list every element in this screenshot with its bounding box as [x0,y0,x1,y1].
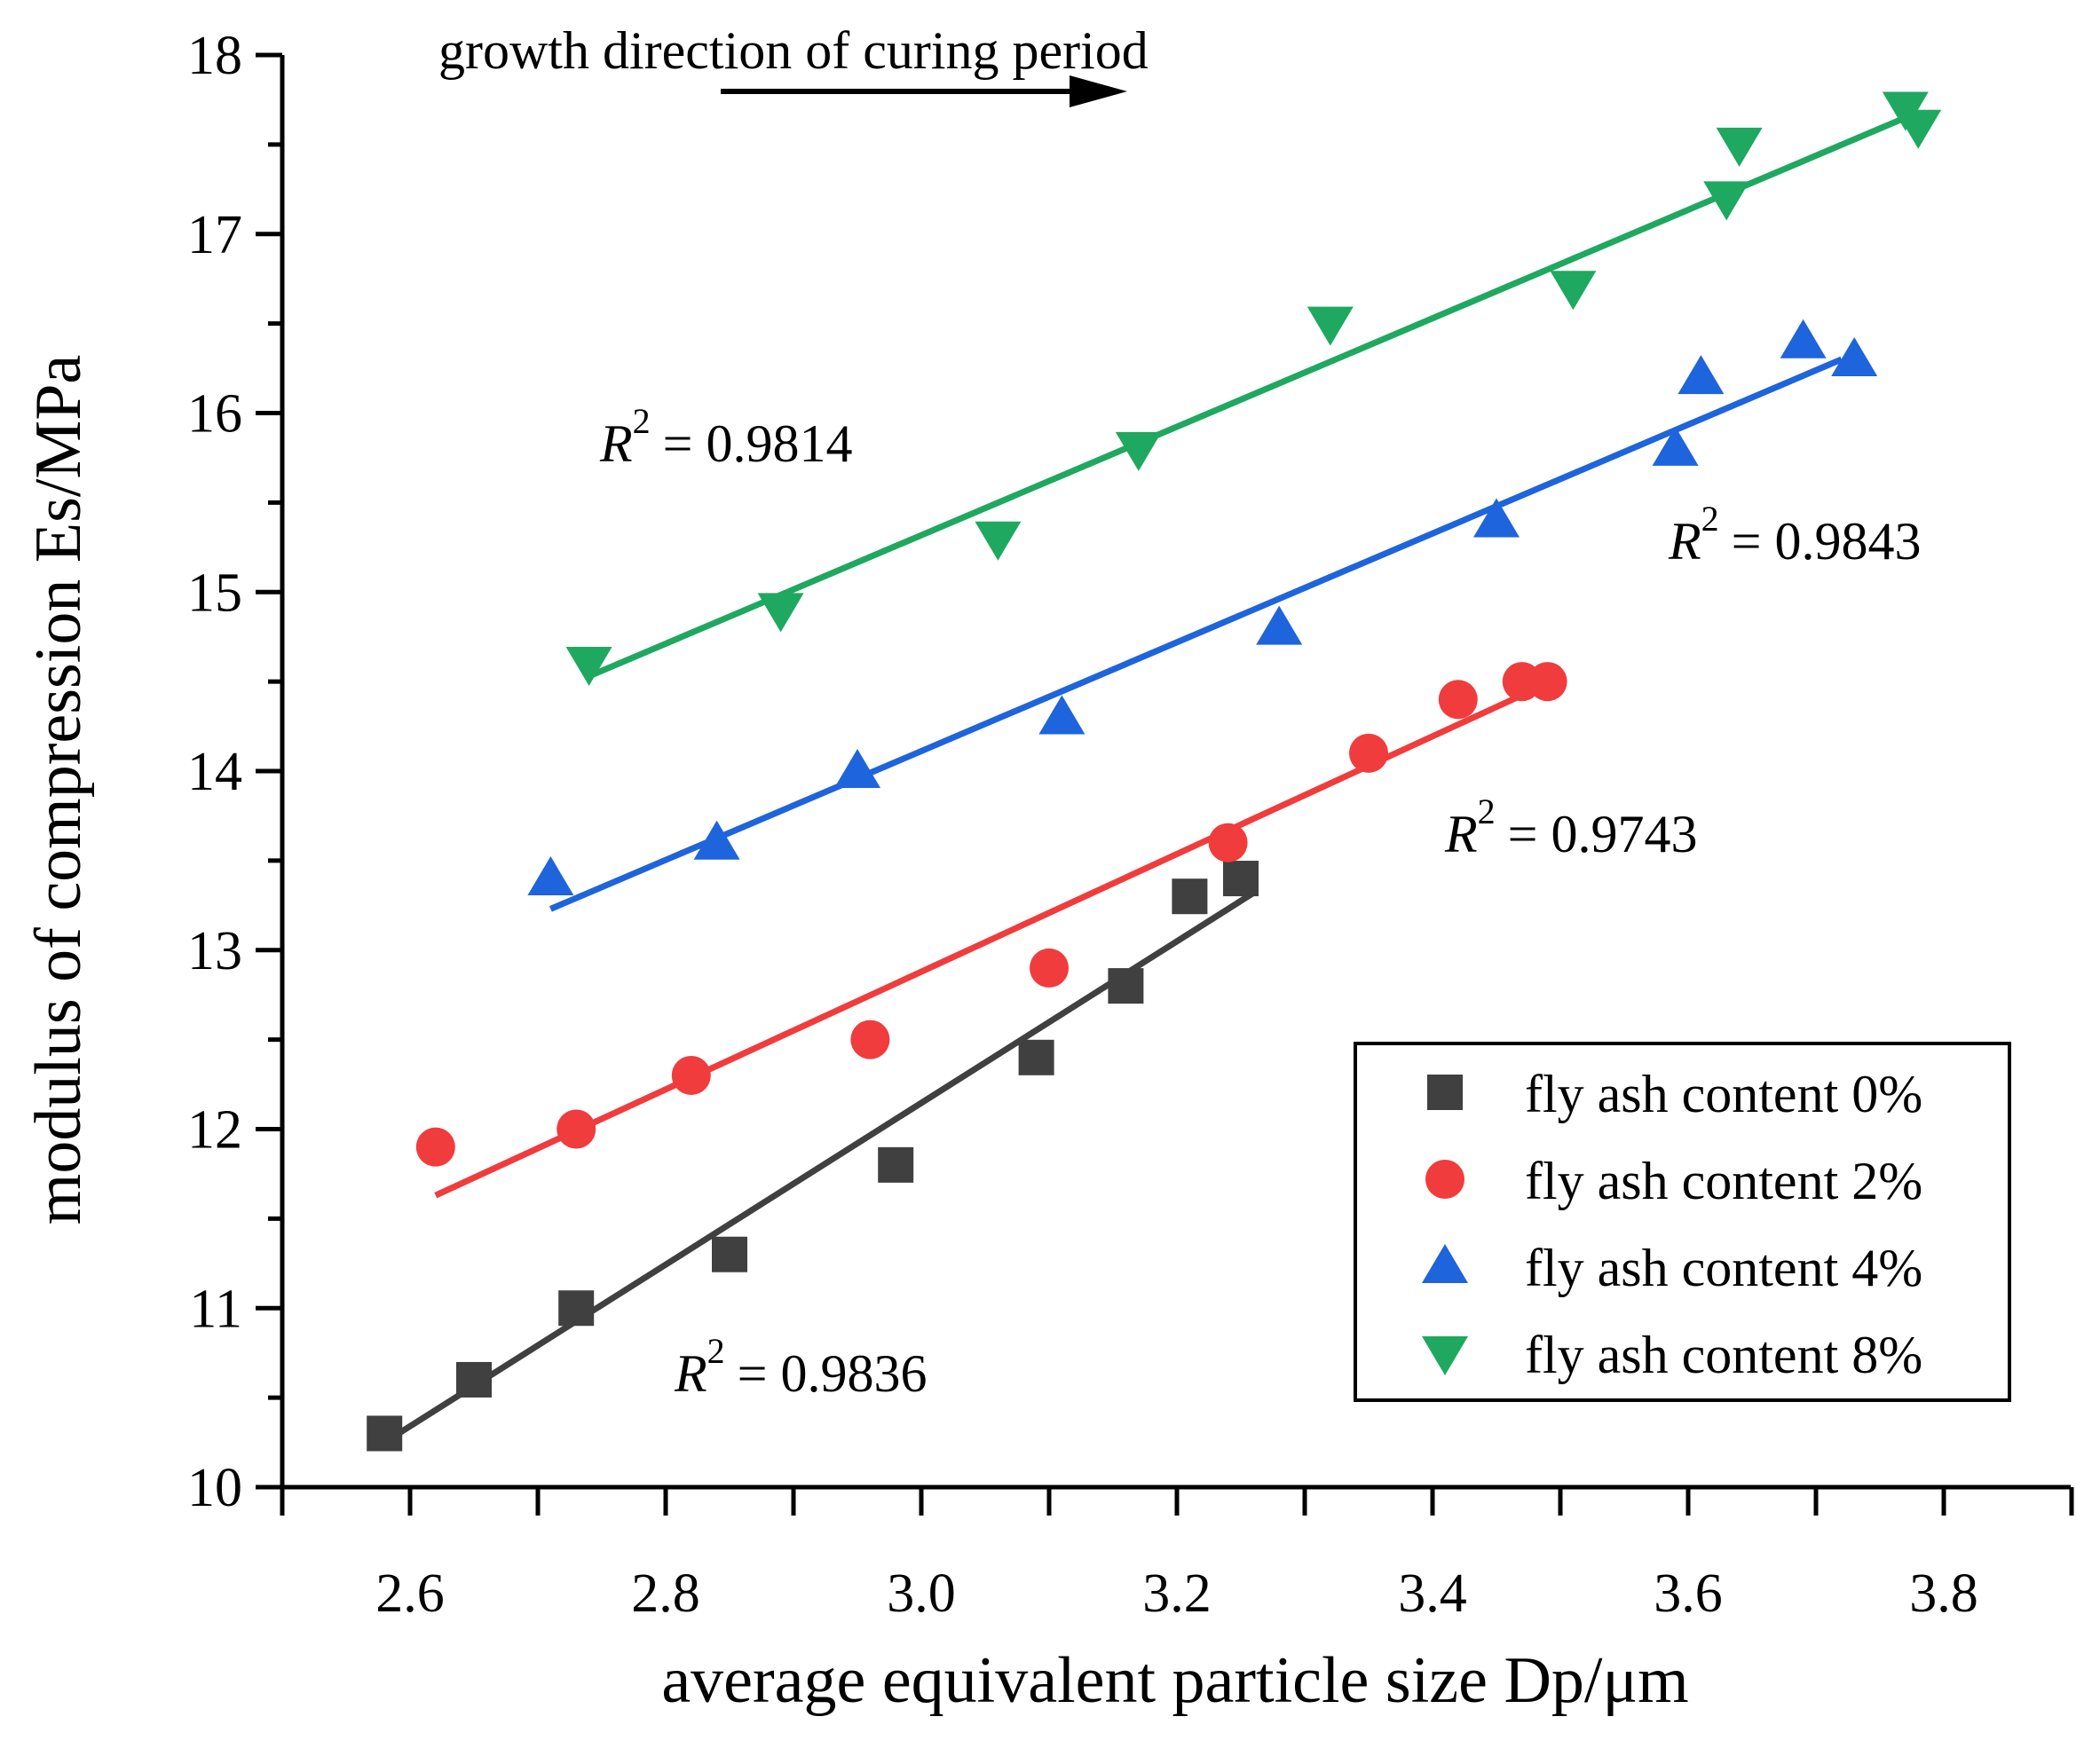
y-ticks: 10 11 12 13 14 15 16 17 18 [187,26,282,1518]
y-tick-label: 18 [187,26,242,86]
x-ticks: 2.6 2.8 3.0 3.2 3.4 3.6 3.8 [280,1487,2074,1624]
curing-arrow [721,75,1127,107]
data-point-series-3 [565,646,612,686]
fit-line-series-3 [588,114,1907,680]
y-tick-label: 12 [187,1100,242,1161]
legend-markers [1422,1075,1468,1375]
r2-label-2-text: R2 = 0.9743 [1444,791,1698,863]
r2-superscript: 2 [1478,791,1496,831]
data-point-series-3 [1307,306,1354,346]
data-point-series-0 [1108,968,1144,1004]
data-point-series-2 [1831,336,1878,376]
x-tick-label: 2.8 [631,1563,700,1624]
data-point-series-0 [712,1236,747,1272]
r2-value-8: = 0.9814 [663,414,853,473]
r2-symbol: R [1444,805,1478,863]
r2-label-4-text: R2 = 0.9843 [1668,499,1922,571]
data-point-series-1 [671,1055,711,1095]
data-point-series-2 [527,856,574,896]
r2-value-0: = 0.9836 [738,1344,928,1403]
data-point-series-2 [1038,695,1085,735]
x-tick-label: 3.2 [1142,1563,1212,1624]
data-point-series-3 [1895,109,1942,149]
r2-superscript: 2 [1701,499,1719,539]
y-axis-title: modulus of compression Es/MPa [22,355,95,1225]
y-tick-label: 17 [187,205,242,265]
data-point-series-3 [757,593,804,633]
r2-label-0-text: R2 = 0.9836 [674,1331,928,1403]
data-point-series-1 [850,1020,890,1059]
r2-symbol: R [674,1344,707,1403]
curing-annotation-text: growth direction of curing period [438,21,1149,80]
y-tick-label: 16 [187,384,242,445]
r2-value-2: = 0.9743 [1508,805,1698,863]
data-point-series-3 [1703,181,1750,221]
data-point-series-3 [1550,271,1597,311]
r2-superscript: 2 [707,1331,725,1371]
curing-arrow-head [1070,75,1127,107]
legend-marker-series-0 [1427,1075,1463,1110]
y-tick-label: 13 [187,921,242,981]
data-point-series-1 [1208,823,1248,862]
y-tick-label: 10 [187,1458,242,1518]
data-point-series-2 [1780,319,1827,358]
x-tick-label: 3.0 [887,1563,956,1624]
data-point-series-1 [557,1109,596,1149]
data-point-series-3 [1115,431,1162,471]
data-point-series-1 [1528,662,1567,702]
x-axis-title: average equivalent particle size Dp/μm [661,1644,1688,1717]
data-point-series-3 [975,521,1022,561]
data-point-series-0 [456,1361,492,1398]
r2-label-8-text: R2 = 0.9814 [599,401,853,473]
x-tick-label: 2.6 [375,1563,445,1624]
data-point-series-1 [415,1127,455,1167]
data-point-series-2 [693,820,740,860]
data-point-series-0 [1018,1039,1054,1075]
data-point-series-0 [878,1146,914,1183]
data-point-series-2 [1652,426,1699,466]
y-tick-label: 15 [187,563,242,623]
data-point-series-0 [1172,878,1208,915]
r2-label-4: R2 = 0.9843 [1668,499,1922,571]
data-point-series-3 [1716,127,1763,167]
legend: fly ash content 0% fly ash content 2% fl… [1354,1042,2011,1402]
legend-marker-series-3 [1422,1336,1468,1375]
markers [367,91,1942,1452]
data-point-series-0 [1223,861,1259,897]
r2-symbol: R [599,414,633,473]
data-point-series-2 [834,749,880,788]
r2-superscript: 2 [633,401,651,441]
legend-label-2: fly ash content 2% [1525,1152,1922,1210]
legend-marker-series-1 [1425,1160,1464,1199]
legend-label-0: fly ash content 0% [1525,1065,1922,1123]
legend-label-8: fly ash content 8% [1525,1326,1922,1384]
y-tick-label: 14 [187,742,242,802]
x-tick-label: 3.8 [1909,1563,1978,1624]
data-point-series-1 [1030,948,1069,988]
r2-label-2: R2 = 0.9743 [1444,791,1698,863]
r2-value-4: = 0.9843 [1732,512,1922,571]
data-point-series-2 [1473,498,1520,538]
r2-symbol: R [1668,512,1701,571]
fit-line-series-2 [549,356,1843,912]
x-tick-label: 3.6 [1654,1563,1723,1624]
r2-label-8: R2 = 0.9814 [599,401,853,473]
y-tick-label: 11 [189,1279,242,1339]
r2-label-0: R2 = 0.9836 [674,1331,928,1403]
data-point-series-0 [367,1415,403,1452]
data-point-series-1 [1349,733,1388,773]
legend-label-4: fly ash content 4% [1525,1239,1922,1297]
data-point-series-0 [558,1290,595,1327]
legend-marker-series-2 [1422,1244,1468,1283]
x-tick-label: 3.4 [1398,1563,1467,1624]
data-point-series-1 [1438,680,1478,720]
data-point-series-2 [1256,605,1303,645]
data-point-series-2 [1678,355,1725,395]
